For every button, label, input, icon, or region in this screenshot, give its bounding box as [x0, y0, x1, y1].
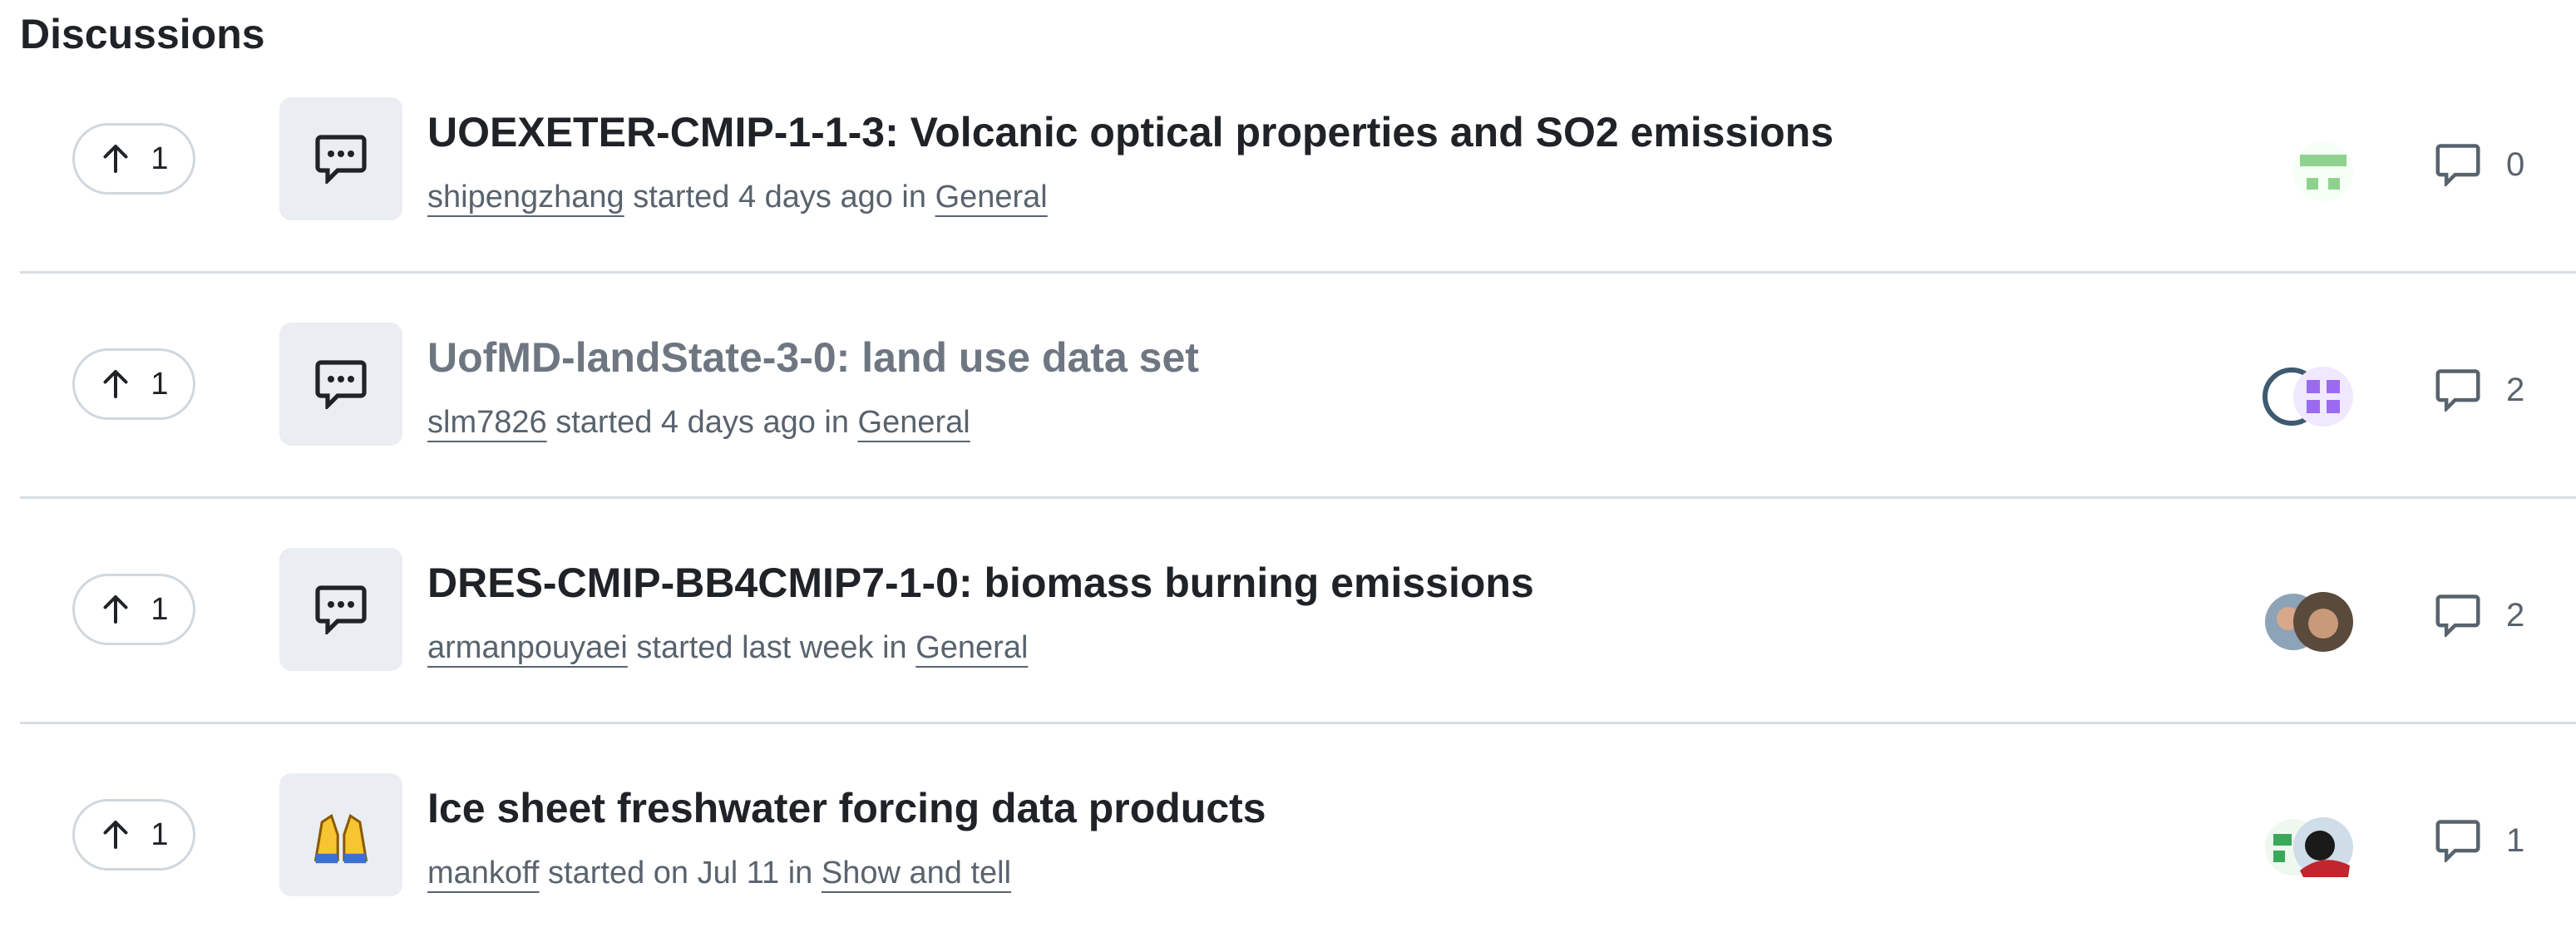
up-arrow [99, 142, 132, 175]
category-link[interactable]: General [915, 630, 1028, 665]
upvote-count: 1 [151, 367, 168, 402]
discussion-row[interactable]: 1 UofMD-landState-3-0: land use data set… [20, 272, 2576, 499]
author-link[interactable]: armanpouyaei [427, 630, 628, 665]
upvote-button[interactable]: 1 [72, 799, 195, 871]
category-link[interactable]: General [935, 180, 1048, 215]
comment-count[interactable]: 0 [2435, 143, 2524, 186]
discussion-title[interactable]: UOEXETER-CMIP-1-1-3: Volcanic optical pr… [427, 108, 1833, 156]
discussion-row[interactable]: 1 UOEXETER-CMIP-1-1-3: Volcanic optical … [20, 47, 2576, 274]
category-icon [279, 97, 402, 220]
discussion-row[interactable]: 1 Ice sheet freshwater forcing data prod… [20, 723, 2576, 947]
author-link[interactable]: mankoff [427, 856, 539, 890]
discussion-meta: slm7826 started 4 days ago in General [427, 405, 970, 441]
meta-text: started 4 days ago in [555, 405, 849, 440]
discussion-title[interactable]: UofMD-landState-3-0: land use data set [427, 333, 1199, 382]
discussion-meta: armanpouyaei started last week in Genera… [427, 630, 1028, 666]
participant-avatars [2240, 136, 2356, 206]
page: Discussions 1 UOEXETER-CMIP-1-1-3: Volca… [0, 0, 2576, 900]
category-icon [279, 548, 402, 671]
upvote-count: 1 [151, 141, 168, 177]
author-link[interactable]: slm7826 [427, 405, 547, 440]
category-icon [279, 323, 402, 446]
comment-count[interactable]: 1 [2435, 819, 2524, 862]
category-link[interactable]: Show and tell [822, 856, 1011, 890]
participant-avatars [2240, 812, 2356, 882]
meta-text: started last week in [636, 630, 906, 665]
participant-avatars [2240, 587, 2356, 657]
discussion-meta: mankoff started on Jul 11 in Show and te… [427, 856, 1011, 891]
comment-number: 2 [2506, 372, 2524, 409]
meta-text: started on Jul 11 in [548, 856, 812, 890]
discussion-meta: shipengzhang started 4 days ago in Gener… [427, 180, 1048, 215]
up-arrow [99, 593, 132, 626]
comment-count[interactable]: 2 [2435, 368, 2524, 412]
meta-text: started 4 days ago in [633, 180, 926, 215]
discussion-title[interactable]: Ice sheet freshwater forcing data produc… [427, 784, 1266, 832]
comment-number: 0 [2506, 146, 2524, 184]
up-arrow [99, 367, 132, 401]
up-arrow [99, 818, 132, 851]
upvote-button[interactable]: 1 [72, 123, 195, 195]
participant-avatars [2240, 362, 2356, 432]
comment-number: 2 [2506, 597, 2524, 634]
upvote-button[interactable]: 1 [72, 574, 195, 645]
category-icon [279, 773, 402, 896]
comment-count[interactable]: 2 [2435, 594, 2524, 637]
comment-number: 1 [2506, 822, 2524, 860]
upvote-button[interactable]: 1 [72, 348, 195, 420]
discussion-row[interactable]: 1 DRES-CMIP-BB4CMIP7-1-0: biomass burnin… [20, 497, 2576, 724]
discussion-title[interactable]: DRES-CMIP-BB4CMIP7-1-0: biomass burning … [427, 559, 1534, 607]
category-link[interactable]: General [858, 405, 970, 440]
upvote-count: 1 [151, 817, 168, 853]
upvote-count: 1 [151, 592, 168, 628]
author-link[interactable]: shipengzhang [427, 180, 624, 215]
